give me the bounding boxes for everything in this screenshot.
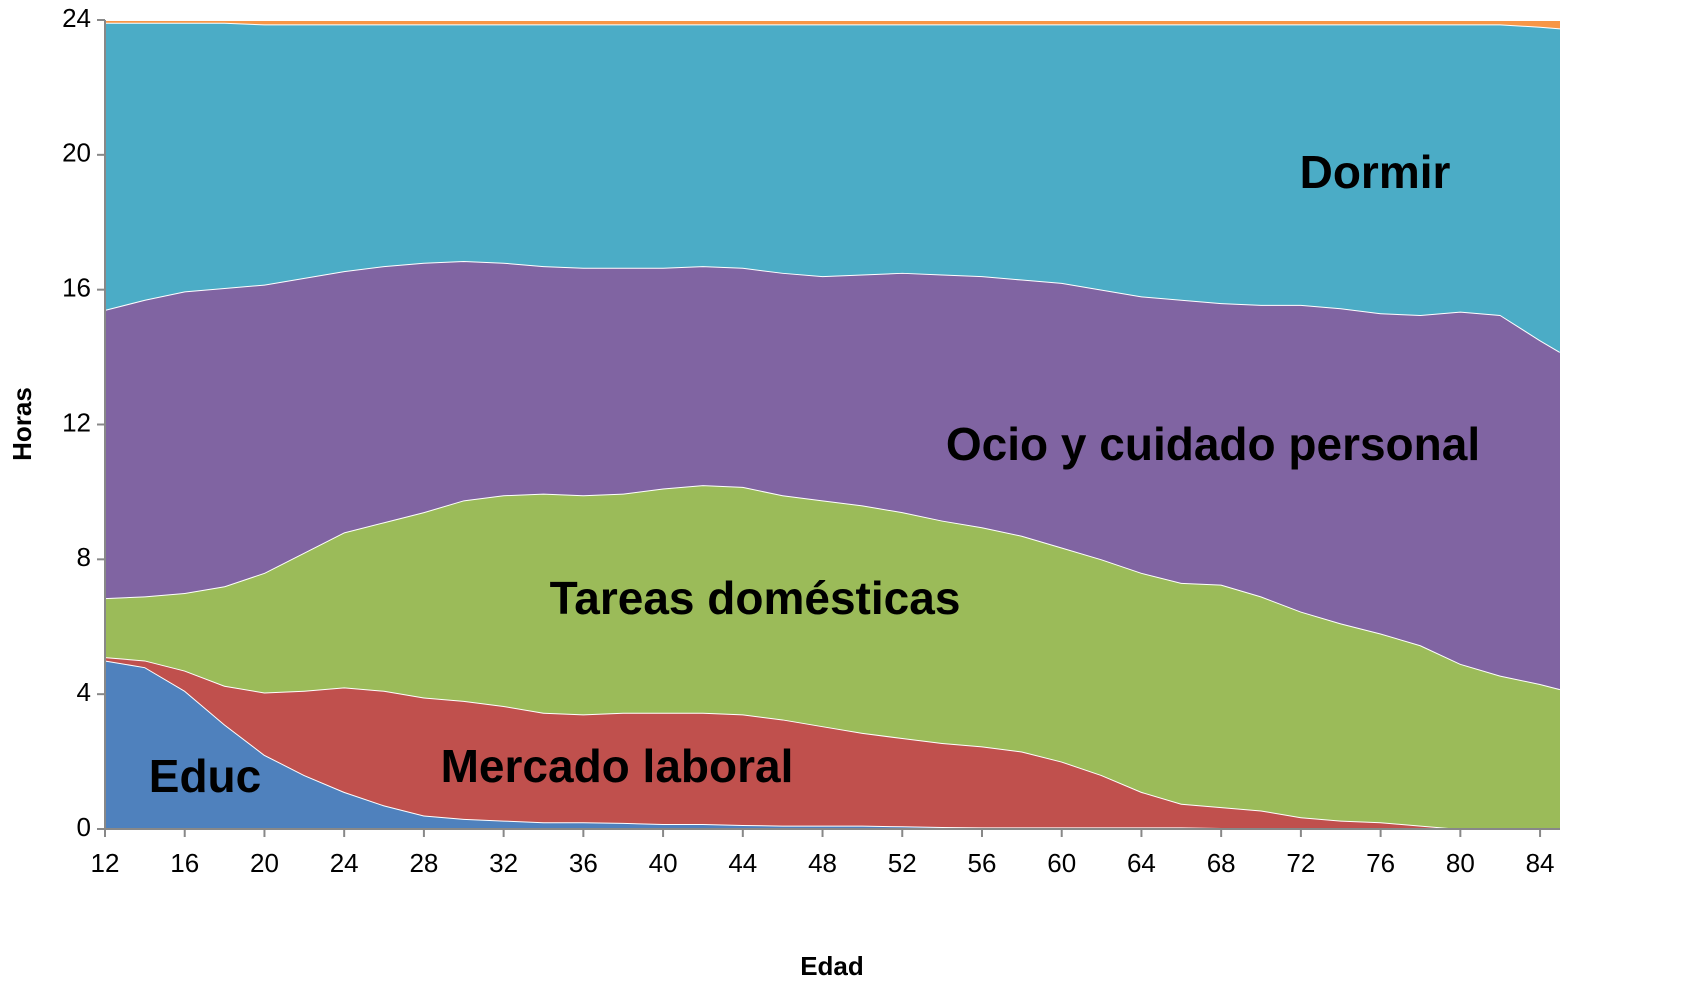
x-tick-label: 24 <box>330 848 359 878</box>
y-tick-label: 20 <box>62 138 91 168</box>
area <box>105 485 1560 829</box>
y-tick-label: 16 <box>62 273 91 303</box>
x-tick-label: 52 <box>888 848 917 878</box>
area-edge <box>104 656 1560 830</box>
x-tick-label: 36 <box>569 848 598 878</box>
x-tick-label: 40 <box>649 848 678 878</box>
x-tick-label: 84 <box>1526 848 1555 878</box>
area <box>105 22 1560 353</box>
x-tick-label: 80 <box>1446 848 1475 878</box>
x-tick-label: 48 <box>808 848 837 878</box>
y-tick-label: 12 <box>62 407 91 437</box>
y-tick-label: 8 <box>77 542 91 572</box>
x-tick-label: 20 <box>250 848 279 878</box>
area <box>105 657 1560 829</box>
x-tick-label: 44 <box>728 848 757 878</box>
area-label: Dormir <box>1300 146 1451 198</box>
area-label: Ocio y cuidado personal <box>946 418 1480 470</box>
area <box>105 20 1560 29</box>
y-tick-label: 4 <box>77 677 91 707</box>
x-tick-label: 56 <box>968 848 997 878</box>
area-edge <box>104 484 1561 691</box>
x-tick-label: 72 <box>1286 848 1315 878</box>
x-tick-label: 12 <box>91 848 120 878</box>
x-axis-title: Edad <box>800 951 864 981</box>
x-tick-label: 32 <box>489 848 518 878</box>
y-tick-label: 24 <box>62 3 91 33</box>
x-tick-label: 28 <box>409 848 438 878</box>
x-tick-label: 16 <box>170 848 199 878</box>
area-edge <box>105 21 1561 30</box>
y-axis-title: Horas <box>7 387 37 461</box>
area-label: Tareas domésticas <box>550 572 961 624</box>
x-tick-label: 60 <box>1047 848 1076 878</box>
y-tick-label: 0 <box>77 812 91 842</box>
x-tick-label: 76 <box>1366 848 1395 878</box>
area <box>105 261 1560 690</box>
x-tick-label: 68 <box>1207 848 1236 878</box>
area-label: Educ <box>149 750 261 802</box>
area <box>105 660 1560 829</box>
area-label: Mercado laboral <box>441 740 794 792</box>
x-tick-label: 64 <box>1127 848 1156 878</box>
